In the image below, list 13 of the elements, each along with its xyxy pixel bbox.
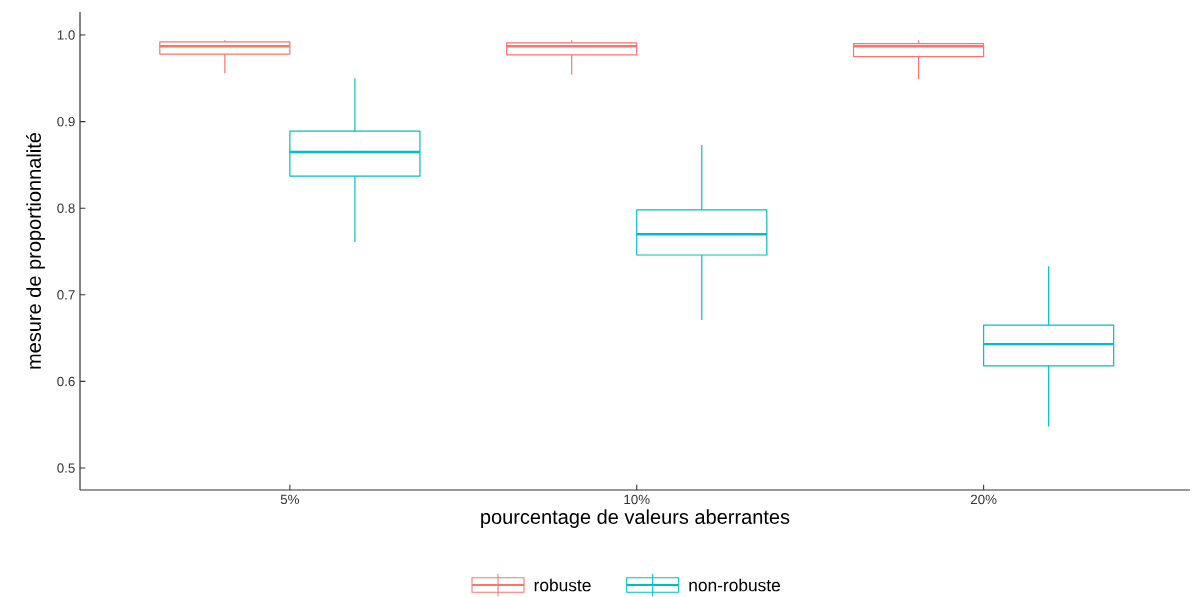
y-tick-label: 0.9 [57,116,75,127]
y-tick-label: 0.6 [57,376,75,387]
legend-label: non-robuste [689,578,780,592]
x-tick-label: 20% [970,494,997,505]
y-tick-label: 0.7 [57,290,75,300]
y-tick-label: 0.8 [57,203,75,213]
y-tick-label: 1.0 [57,30,75,40]
x-tick-label: 10% [624,494,650,505]
x-tick-label: 5% [280,494,300,505]
x-axis-title: pourcentage de valeurs aberrantes [481,509,790,528]
legend-label: robuste [534,578,591,592]
y-tick-label: 0.5 [57,463,75,473]
y-axis-title: mesure de proportionnalité [26,132,45,369]
